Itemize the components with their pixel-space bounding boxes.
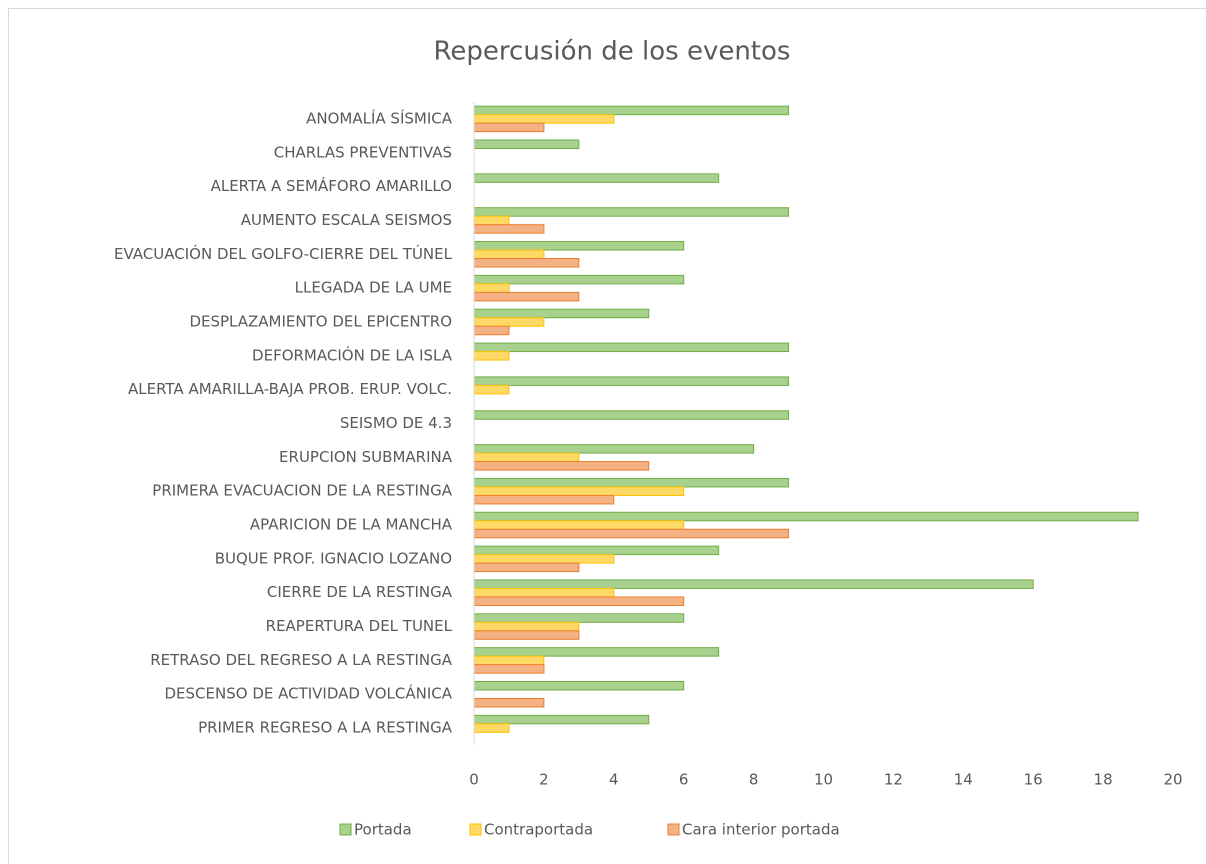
bar xyxy=(473,342,790,353)
y-tick-label: AUMENTO ESCALA SEISMOS xyxy=(241,211,452,229)
x-tick-label: 2 xyxy=(539,771,549,789)
y-tick-label: BUQUE PROF. IGNACIO LOZANO xyxy=(215,549,452,567)
y-tick-label: CHARLAS PREVENTIVAS xyxy=(274,143,452,161)
bar xyxy=(473,697,545,708)
bar xyxy=(473,207,790,217)
bar xyxy=(473,587,615,598)
bar xyxy=(473,283,510,293)
y-tick-label: DESPLAZAMIENTO DEL EPICENTRO xyxy=(189,312,452,330)
bar xyxy=(473,680,685,691)
bar xyxy=(473,444,755,454)
bar xyxy=(473,461,650,471)
y-tick-label: PRIMER REGRESO A LA RESTINGA xyxy=(198,719,453,737)
bar xyxy=(473,105,790,116)
x-tick-label: 14 xyxy=(954,771,973,789)
bar xyxy=(473,308,650,319)
y-tick-label: DESCENSO DE ACTIVIDAD VOLCÁNICA xyxy=(165,684,453,703)
y-tick-label: EVACUACIÓN DEL GOLFO-CIERRE DEL TÚNEL xyxy=(114,244,453,263)
chart-border xyxy=(8,8,1206,864)
bar xyxy=(473,215,510,226)
bar xyxy=(473,325,510,336)
legend-swatch xyxy=(339,823,352,836)
bar xyxy=(473,647,720,657)
legend-label: Portada xyxy=(354,821,412,839)
bar xyxy=(473,545,720,556)
bar xyxy=(473,274,685,285)
bar xyxy=(473,114,615,124)
y-tick-label: CIERRE DE LA RESTINGA xyxy=(267,583,453,601)
bar xyxy=(473,452,580,463)
bar xyxy=(473,630,580,640)
y-tick-label: APARICION DE LA MANCHA xyxy=(250,516,453,534)
bar xyxy=(473,317,545,327)
x-tick-label: 12 xyxy=(884,771,903,789)
bar xyxy=(473,596,685,606)
bar xyxy=(473,486,685,496)
x-tick-label: 4 xyxy=(609,771,619,789)
bar xyxy=(473,511,1139,522)
bar xyxy=(473,249,545,260)
bar xyxy=(473,241,685,251)
bar xyxy=(473,714,650,725)
bar xyxy=(473,664,545,674)
bar xyxy=(473,351,510,361)
bar xyxy=(473,494,615,505)
y-tick-label: REAPERTURA DEL TUNEL xyxy=(266,617,453,635)
bar xyxy=(473,410,790,420)
bar xyxy=(473,613,685,623)
y-tick-label: SEISMO DE 4.3 xyxy=(340,414,452,432)
x-tick-label: 16 xyxy=(1024,771,1043,789)
bar xyxy=(473,562,580,573)
y-tick-label: ERUPCION SUBMARINA xyxy=(279,448,453,466)
legend-swatch xyxy=(469,823,482,836)
y-tick-label: LLEGADA DE LA UME xyxy=(295,279,452,297)
x-tick-label: 6 xyxy=(679,771,689,789)
bar xyxy=(473,258,580,268)
bar xyxy=(473,655,545,666)
y-tick-label: ALERTA A SEMÁFORO AMARILLO xyxy=(211,176,452,195)
x-tick-label: 20 xyxy=(1163,771,1182,789)
x-tick-label: 10 xyxy=(814,771,833,789)
bar xyxy=(473,554,615,564)
bar xyxy=(473,122,545,133)
bar xyxy=(473,376,790,386)
y-tick-label: RETRASO DEL REGRESO A LA RESTINGA xyxy=(150,651,453,669)
y-tick-label: DEFORMACIÓN DE LA ISLA xyxy=(252,345,453,364)
bar xyxy=(473,477,790,488)
bar xyxy=(473,723,510,733)
legend-swatch xyxy=(667,823,680,836)
bar xyxy=(473,224,545,234)
bar xyxy=(473,579,1034,589)
y-tick-label: ALERTA AMARILLA-BAJA PROB. ERUP. VOLC. xyxy=(128,380,452,398)
bar xyxy=(473,384,510,395)
bar xyxy=(473,528,790,539)
x-tick-label: 0 xyxy=(469,771,479,789)
x-tick-label: 8 xyxy=(749,771,759,789)
y-tick-label: ANOMALÍA SÍSMICA xyxy=(306,108,453,127)
bar xyxy=(473,621,580,632)
legend-label: Contraportada xyxy=(484,821,593,839)
bar xyxy=(473,520,685,530)
bar xyxy=(473,173,720,183)
x-tick-label: 18 xyxy=(1094,771,1113,789)
bar xyxy=(473,139,580,150)
bar xyxy=(473,291,580,302)
chart-title: Repercusión de los eventos xyxy=(434,37,791,67)
y-tick-label: PRIMERA EVACUACION DE LA RESTINGA xyxy=(152,482,452,500)
legend-label: Cara interior portada xyxy=(682,821,840,839)
